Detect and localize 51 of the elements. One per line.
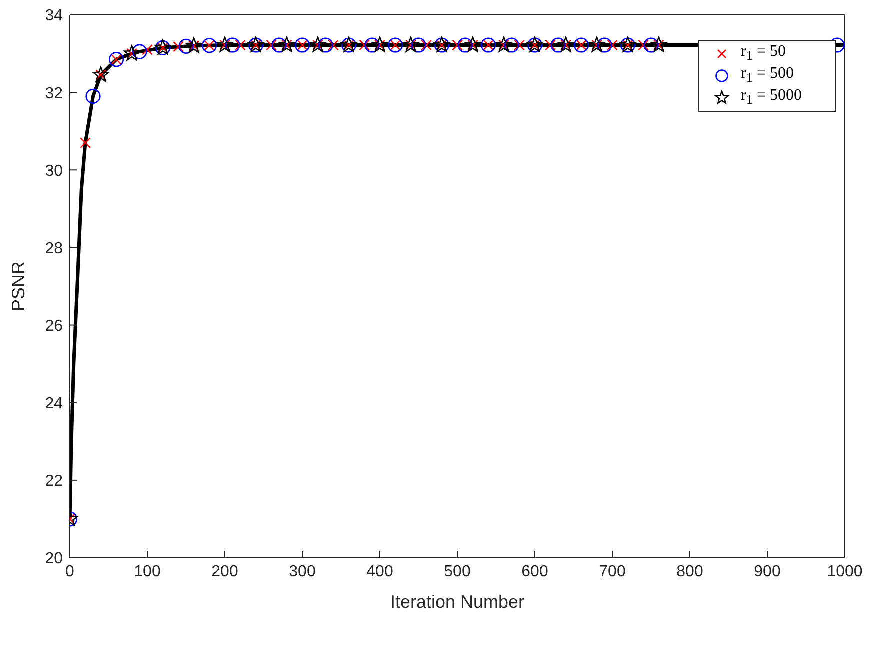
point [216, 36, 234, 52]
x-tick-label: 800 [676, 563, 704, 580]
y-tick-label: 22 [45, 473, 64, 490]
point [186, 38, 202, 53]
x-tick-label: 500 [444, 563, 471, 580]
x-tick-label: 300 [289, 563, 316, 580]
point [92, 66, 110, 82]
point [638, 40, 649, 51]
point [328, 40, 339, 51]
y-tick-label: 28 [45, 240, 64, 258]
point [142, 44, 153, 56]
point [372, 36, 388, 52]
x-tick-label: 900 [754, 563, 781, 580]
legend-label: r$_{1}$ = 500 [741, 64, 794, 88]
point [310, 36, 326, 52]
x-axis-title: Iteration Number [390, 592, 525, 612]
point [650, 36, 668, 52]
point [278, 36, 296, 52]
y-tick-label: 20 [45, 550, 64, 568]
point [607, 40, 618, 51]
point [173, 41, 184, 52]
y-axis-title: PSNR [8, 261, 28, 312]
point [132, 44, 148, 60]
x-tick-label: 200 [212, 563, 238, 580]
point [496, 36, 512, 52]
y-tick-label: 26 [45, 318, 64, 335]
point [558, 36, 574, 52]
point [588, 36, 606, 52]
point [235, 40, 246, 51]
y-tick-label: 30 [45, 162, 64, 180]
point [86, 88, 101, 104]
point [421, 40, 432, 51]
point [359, 40, 370, 51]
x-tick-label: 0 [66, 563, 75, 580]
point [452, 40, 463, 51]
point [545, 40, 556, 51]
point [464, 36, 482, 52]
y-tick-label: 32 [45, 85, 64, 102]
x-tick-label: 400 [366, 563, 394, 580]
y-tick-label: 24 [45, 396, 64, 413]
x-tick-label: 100 [134, 563, 161, 580]
x-tick-label: 1000 [827, 563, 863, 580]
point [80, 138, 91, 148]
y-tick-label: 34 [45, 8, 64, 25]
x-tick-label: 700 [599, 563, 626, 580]
x-tick-label: 600 [522, 563, 548, 580]
point [402, 36, 420, 52]
point [266, 40, 277, 51]
legend-label: r$_{1}$ = 50 [741, 42, 786, 66]
legend-label: r$_{1}$ = 5000 [741, 86, 802, 110]
point [514, 40, 525, 51]
